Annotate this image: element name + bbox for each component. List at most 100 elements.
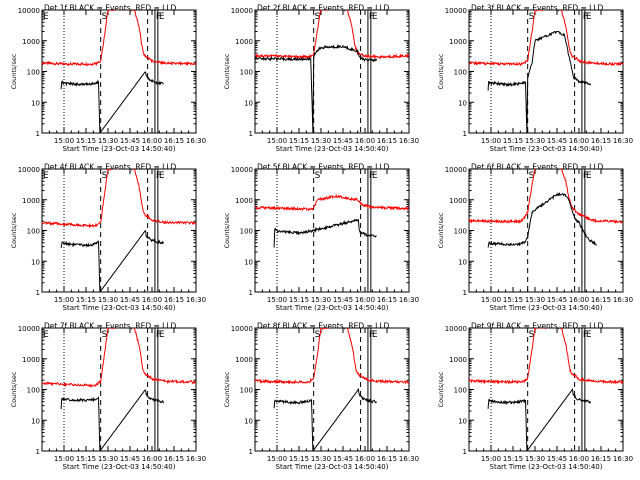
y-tick-label: 10 bbox=[31, 99, 40, 107]
x-tick-label: 16:30 bbox=[399, 455, 419, 463]
x-tick-label: 15:00 bbox=[481, 296, 501, 304]
x-tick-label: 16:00 bbox=[355, 296, 375, 304]
x-tick-label: 16:30 bbox=[613, 296, 633, 304]
x-axis-label: Start Time (23-Oct-03 14:50:40) bbox=[63, 145, 176, 153]
x-tick-label: 15:30 bbox=[525, 296, 545, 304]
y-tick-label: 100 bbox=[27, 228, 40, 236]
panel-det-2: 1 10 100 1000 10000 15:00 15:15 15:30 15:45 16:00… bbox=[223, 4, 419, 154]
y-axis-label: Counts/sec bbox=[10, 53, 18, 89]
y-tick-label: 100 bbox=[454, 387, 467, 395]
x-axis-label: Start Time (23-Oct-03 14:50:40) bbox=[490, 304, 603, 312]
marker-label-e: E bbox=[159, 171, 165, 181]
y-tick-label: 1000 bbox=[449, 356, 467, 364]
marker-label-f: F bbox=[156, 12, 161, 22]
panel-det-5: 1 10 100 1000 10000 15:00 15:15 15:30 15:45 16:00… bbox=[223, 163, 419, 313]
x-tick-label: 16:15 bbox=[377, 455, 397, 463]
marker-label-s: S bbox=[315, 171, 321, 181]
x-axis-label: Start Time (23-Oct-03 14:50:40) bbox=[63, 463, 176, 471]
y-tick-label: 10000 bbox=[445, 166, 467, 174]
y-tick-label: 1000 bbox=[235, 38, 253, 46]
x-tick-label: 15:30 bbox=[98, 137, 118, 145]
x-tick-label: 16:00 bbox=[569, 296, 589, 304]
series-events-line bbox=[273, 218, 377, 248]
x-tick-label: 16:15 bbox=[591, 137, 611, 145]
y-axis-label: Counts/sec bbox=[437, 212, 445, 248]
marker-label-e: E bbox=[372, 330, 378, 340]
series-lld-line bbox=[42, 328, 196, 388]
marker-label-e: E bbox=[159, 12, 165, 22]
x-tick-label: 16:00 bbox=[355, 455, 375, 463]
x-tick-label: 15:45 bbox=[547, 137, 567, 145]
marker-label-e: E bbox=[586, 330, 592, 340]
panel-title: Det 1f BLACK = Events, RED = LLD bbox=[44, 4, 177, 13]
y-tick-label: 1000 bbox=[449, 197, 467, 205]
series-events-line bbox=[60, 389, 165, 451]
y-tick-label: 1 bbox=[249, 289, 253, 297]
y-tick-label: 10 bbox=[244, 99, 253, 107]
x-tick-label: 15:00 bbox=[54, 455, 74, 463]
x-tick-label: 16:30 bbox=[399, 296, 419, 304]
y-tick-label: 1 bbox=[463, 130, 467, 138]
y-axis-label: Counts/sec bbox=[223, 212, 231, 248]
x-tick-label: 15:15 bbox=[503, 296, 523, 304]
series-lld-line bbox=[255, 10, 409, 60]
y-tick-label: 10000 bbox=[18, 7, 40, 15]
y-tick-label: 10000 bbox=[445, 325, 467, 333]
x-tick-label: 16:30 bbox=[613, 455, 633, 463]
x-axis-label: Start Time (23-Oct-03 14:50:40) bbox=[276, 145, 389, 153]
y-tick-label: 1 bbox=[36, 448, 40, 456]
x-tick-label: 16:15 bbox=[164, 296, 184, 304]
series-events-line bbox=[60, 71, 164, 133]
panel-det-6: 1 10 100 1000 10000 15:00 15:15 15:30 15:45 16:00… bbox=[437, 163, 633, 313]
x-axis-label: Start Time (23-Oct-03 14:50:40) bbox=[63, 304, 176, 312]
panel-det-7: 1 10 100 1000 10000 15:00 15:15 15:30 15:45 16:00… bbox=[10, 322, 206, 472]
y-tick-label: 1 bbox=[36, 289, 40, 297]
panel-det-3: 1 10 100 1000 10000 15:00 15:15 15:30 15:45 16:00… bbox=[437, 4, 633, 154]
plot-frame bbox=[41, 168, 197, 293]
x-tick-label: 16:00 bbox=[569, 137, 589, 145]
y-tick-label: 10 bbox=[31, 258, 40, 266]
y-tick-label: 1 bbox=[249, 448, 253, 456]
y-axis-label: Counts/sec bbox=[437, 371, 445, 407]
y-tick-label: 1000 bbox=[449, 38, 467, 46]
x-tick-label: 15:30 bbox=[311, 137, 331, 145]
x-tick-label: 15:45 bbox=[333, 137, 353, 145]
marker-label-e: E bbox=[372, 12, 378, 22]
x-tick-label: 15:30 bbox=[525, 455, 545, 463]
panel-title: Det 4f BLACK = Events, RED = LLD bbox=[44, 163, 177, 172]
y-axis-label: Counts/sec bbox=[437, 53, 445, 89]
panel-det-8: 1 10 100 1000 10000 15:00 15:15 15:30 15:45 16:00… bbox=[223, 322, 419, 472]
x-tick-label: 15:15 bbox=[76, 137, 96, 145]
marker-label-f: F bbox=[583, 12, 588, 22]
x-tick-label: 16:15 bbox=[164, 455, 184, 463]
panel-det-9: 1 10 100 1000 10000 15:00 15:15 15:30 15:45 16:00… bbox=[437, 322, 633, 472]
marker-label-e: E bbox=[586, 12, 592, 22]
marker-label-s: S bbox=[315, 330, 321, 340]
panel-title: Det 9f BLACK = Events, RED = LLD bbox=[471, 322, 604, 331]
x-tick-label: 16:30 bbox=[186, 296, 206, 304]
x-tick-label: 16:15 bbox=[377, 296, 397, 304]
marker-label-f: F bbox=[583, 330, 588, 340]
x-tick-label: 15:45 bbox=[120, 137, 140, 145]
x-tick-label: 15:00 bbox=[267, 296, 287, 304]
x-tick-label: 16:00 bbox=[142, 137, 162, 145]
marker-label-e: E bbox=[586, 171, 592, 181]
plot-frame bbox=[254, 9, 410, 134]
y-tick-label: 1 bbox=[463, 448, 467, 456]
panel-det-1: 1 10 100 1000 10000 15:00 15:15 15:30 15:45 16:00… bbox=[10, 4, 206, 154]
marker-label-s: S bbox=[102, 171, 108, 181]
x-tick-label: 16:30 bbox=[399, 137, 419, 145]
marker-label-e: E bbox=[43, 12, 49, 22]
y-tick-label: 10 bbox=[31, 417, 40, 425]
marker-label-f: F bbox=[156, 330, 161, 340]
x-tick-label: 15:30 bbox=[98, 455, 118, 463]
series-lld-line bbox=[469, 328, 623, 385]
x-tick-label: 15:00 bbox=[267, 137, 287, 145]
x-tick-label: 16:00 bbox=[142, 296, 162, 304]
x-axis-label: Start Time (23-Oct-03 14:50:40) bbox=[490, 145, 603, 153]
x-tick-label: 16:00 bbox=[569, 455, 589, 463]
marker-label-s: S bbox=[102, 12, 108, 22]
y-tick-label: 10000 bbox=[231, 166, 253, 174]
marker-label-s: S bbox=[529, 171, 535, 181]
y-tick-label: 100 bbox=[454, 69, 467, 77]
